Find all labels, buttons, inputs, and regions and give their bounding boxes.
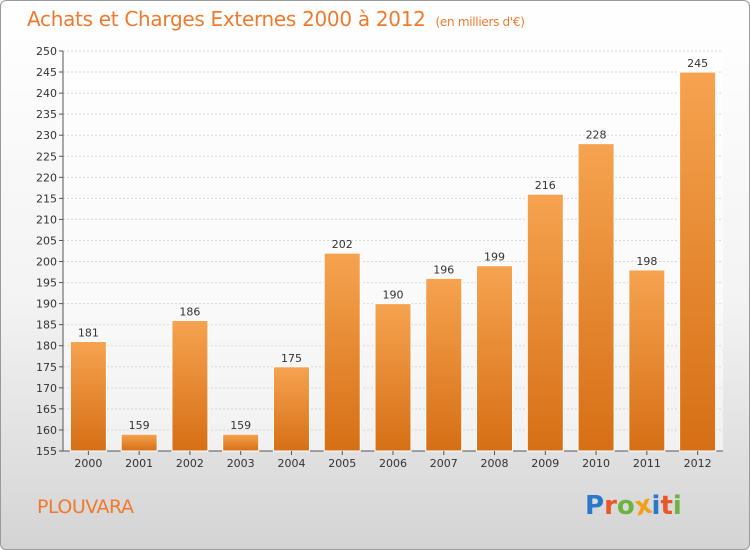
data-label-2001: 159	[129, 419, 150, 432]
x-tick-label-2004: 2004	[277, 457, 305, 470]
bar-2010	[577, 143, 615, 452]
x-tick-label-2000: 2000	[74, 457, 102, 470]
y-tick-label: 245	[36, 66, 57, 79]
y-tick-label: 250	[36, 45, 57, 58]
data-label-2005: 202	[332, 238, 353, 251]
x-tick-label-2002: 2002	[176, 457, 204, 470]
data-label-2000: 181	[78, 327, 99, 340]
y-tick-label: 160	[36, 424, 57, 437]
y-tick-label: 215	[36, 192, 57, 205]
y-tick-label: 195	[36, 277, 57, 290]
bar-2008	[476, 265, 514, 452]
y-tick-label: 185	[36, 319, 57, 332]
y-tick-label: 180	[36, 340, 57, 353]
y-tick-label: 240	[36, 87, 57, 100]
bar-2006	[374, 303, 412, 452]
bar-2009	[526, 193, 564, 452]
chart-title: Achats et Charges Externes 2000 à 2012 (e…	[27, 7, 525, 31]
data-label-2002: 186	[179, 305, 200, 318]
logo-letter: o	[616, 491, 635, 521]
y-tick-label: 230	[36, 129, 57, 142]
bar-2007	[425, 277, 463, 452]
data-label-2006: 190	[383, 289, 404, 302]
chart-title-text: Achats et Charges Externes 2000 à 2012	[27, 7, 426, 31]
y-tick-label: 235	[36, 108, 57, 121]
y-tick-label: 175	[36, 361, 57, 374]
y-tick-label: 170	[36, 382, 57, 395]
bar-2012	[679, 71, 717, 452]
proxiti-logo: Proxiti	[585, 490, 682, 523]
data-label-2003: 159	[230, 419, 251, 432]
data-label-2004: 175	[281, 352, 302, 365]
data-label-2010: 228	[586, 129, 607, 142]
y-tick-label: 165	[36, 403, 57, 416]
x-tick-label-2006: 2006	[379, 457, 407, 470]
y-tick-label: 210	[36, 213, 57, 226]
data-label-2008: 199	[484, 251, 505, 264]
x-tick-label-2010: 2010	[582, 457, 610, 470]
data-label-2007: 196	[433, 263, 454, 276]
logo-letter: t	[660, 491, 673, 521]
bar-2000	[69, 341, 107, 452]
bar-2001	[120, 433, 158, 452]
x-tick-label-2009: 2009	[531, 457, 559, 470]
chart-subtitle: (en milliers d'€)	[435, 15, 525, 29]
logo-letter: P	[585, 491, 605, 521]
x-tick-label-2005: 2005	[328, 457, 356, 470]
x-tick-label-2011: 2011	[633, 457, 661, 470]
x-tick-label-2003: 2003	[227, 457, 255, 470]
bar-2011	[628, 269, 666, 452]
data-label-2009: 216	[535, 179, 556, 192]
bar-2003	[222, 433, 260, 452]
y-tick-label: 155	[36, 445, 57, 458]
logo-letter: i	[672, 491, 682, 521]
logo-letter: r	[604, 491, 617, 521]
x-tick-label-2008: 2008	[481, 457, 509, 470]
x-tick-label-2001: 2001	[125, 457, 153, 470]
bar-2002	[171, 319, 209, 452]
y-tick-label: 205	[36, 234, 57, 247]
y-tick-label: 225	[36, 150, 57, 163]
city-name: PLOUVARA	[37, 496, 134, 518]
logo-letter: i	[651, 491, 661, 521]
bar-2005	[323, 252, 361, 452]
data-label-2011: 198	[636, 255, 657, 268]
x-tick-label-2012: 2012	[684, 457, 712, 470]
y-tick-label: 190	[36, 298, 57, 311]
y-tick-label: 220	[36, 171, 57, 184]
x-tick-label-2007: 2007	[430, 457, 458, 470]
bar-2004	[272, 366, 310, 452]
data-label-2012: 245	[687, 57, 708, 70]
y-tick-label: 200	[36, 256, 57, 269]
